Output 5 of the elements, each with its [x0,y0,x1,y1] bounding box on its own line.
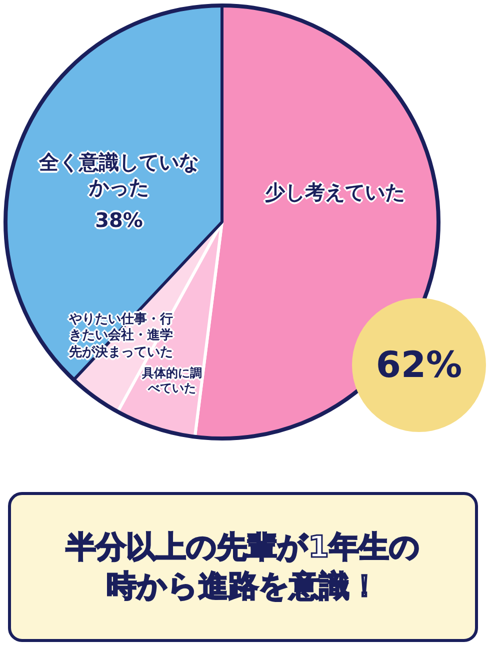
slice-label: 具体的に調べていた [141,366,203,396]
slice-label: 少し考えていた [264,180,406,205]
slice-label: 全く意識していなかった [38,150,200,200]
message-box: 半分以上の先輩が1年生の時から進路を意識！ [8,492,478,642]
data-label: 38% [94,208,144,233]
